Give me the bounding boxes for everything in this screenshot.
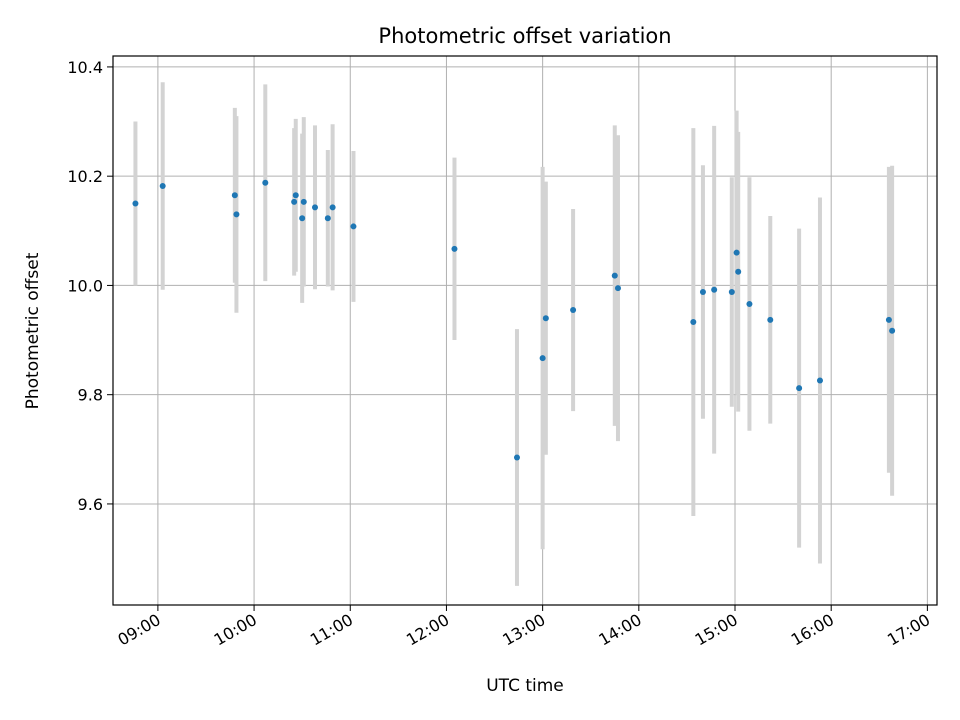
data-point	[690, 319, 697, 326]
data-point	[733, 249, 740, 256]
data-point	[324, 215, 331, 222]
data-point	[350, 223, 357, 230]
data-point	[542, 315, 549, 322]
data-point	[291, 198, 298, 205]
y-tick-label: 10.0	[67, 276, 103, 295]
data-point	[711, 286, 718, 293]
data-point	[570, 307, 577, 314]
data-point	[614, 285, 621, 292]
data-point	[816, 377, 823, 384]
data-point	[735, 268, 742, 275]
y-axis-label: Photometric offset	[23, 252, 43, 409]
y-tick-label: 9.6	[78, 495, 103, 514]
data-points	[132, 179, 896, 461]
data-point	[885, 316, 892, 323]
data-point	[300, 198, 307, 205]
data-point	[746, 301, 753, 308]
data-point	[767, 316, 774, 323]
data-point	[796, 385, 803, 392]
data-point	[728, 288, 735, 295]
data-point	[451, 245, 458, 252]
x-axis-label: UTC time	[486, 676, 564, 696]
data-point	[159, 183, 166, 190]
data-point	[699, 288, 706, 295]
data-point	[262, 179, 269, 186]
plot-frame	[112, 55, 938, 606]
data-point	[231, 192, 238, 199]
data-point	[299, 215, 306, 222]
chart-title: Photometric offset variation	[378, 24, 671, 48]
data-point	[311, 204, 318, 211]
data-point	[292, 192, 299, 199]
data-point	[329, 204, 336, 211]
data-point	[132, 200, 139, 207]
data-point	[513, 454, 520, 461]
y-tick-label: 10.2	[67, 167, 103, 186]
y-tick-label: 10.4	[67, 58, 103, 77]
data-point	[611, 272, 618, 279]
data-point	[233, 211, 240, 218]
y-axis-ticks: 9.6 9.8 10.0 10.2 10.4	[67, 58, 113, 514]
data-point	[889, 327, 896, 334]
y-tick-label: 9.8	[78, 386, 103, 405]
data-point	[539, 355, 546, 362]
